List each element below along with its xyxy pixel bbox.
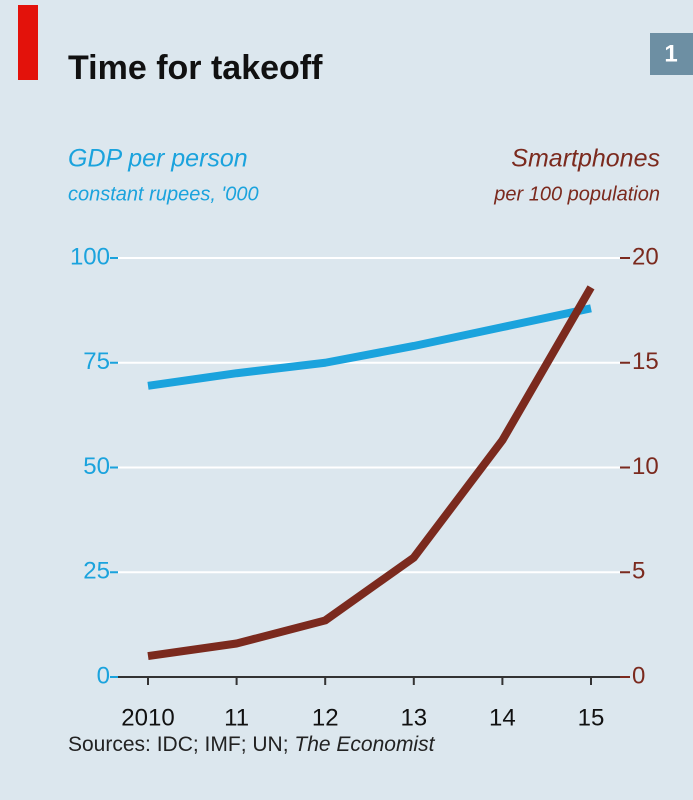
x-tick-label: 11	[224, 704, 249, 731]
source-italic: The Economist	[294, 733, 435, 756]
x-tick-label: 13	[400, 704, 427, 731]
x-tick-label: 2010	[121, 704, 174, 731]
badge-box	[650, 33, 693, 75]
y2-tick-label: 15	[632, 348, 659, 375]
y2-tick-label: 5	[632, 558, 645, 585]
y-axis-subtitle: constant rupees, '000	[68, 183, 259, 205]
chart-title: Time for takeoff	[68, 49, 323, 87]
y2-axis-title: Smartphones	[511, 145, 660, 173]
y2-axis-subtitle: per 100 population	[493, 183, 660, 205]
line-series	[147, 304, 592, 390]
y-tick-label: 25	[83, 558, 110, 585]
source-text: Sources: IDC; IMF; UN;	[68, 733, 289, 756]
y2-tick-label: 10	[632, 453, 659, 480]
y2-tick-label: 0	[632, 662, 645, 689]
red-tag	[18, 5, 38, 80]
line-series	[147, 285, 595, 661]
y-tick-label: 50	[83, 453, 110, 480]
badge: 1	[664, 40, 677, 67]
y-tick-label: 75	[83, 348, 110, 375]
y2-tick-label: 20	[632, 243, 659, 270]
source: Sources: IDC; IMF; UN; The Economist	[68, 733, 436, 756]
y-axis-title: GDP per person	[68, 145, 248, 173]
x-tick-label: 14	[489, 704, 516, 731]
x-tick-label: 15	[578, 704, 605, 731]
y-tick-label: 0	[97, 662, 110, 689]
x-tick-label: 12	[312, 704, 339, 731]
y-tick-label: 100	[70, 243, 110, 270]
